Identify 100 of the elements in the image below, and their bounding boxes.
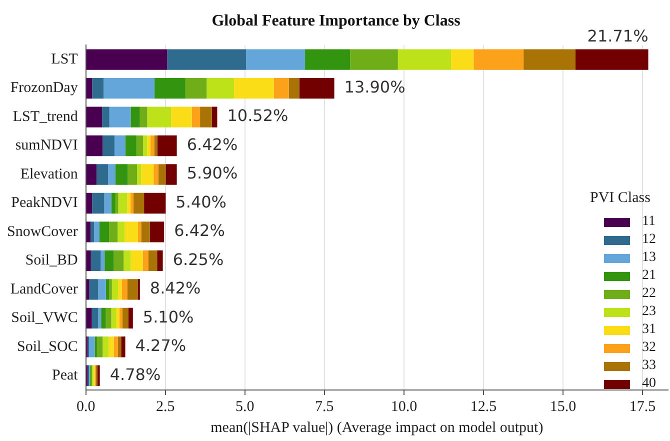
bar [98, 308, 102, 329]
y-tick-label: SnowCover [6, 224, 78, 240]
y-tick-label: Elevation [20, 166, 78, 182]
bar [111, 308, 116, 329]
x-tick-label: 17.5 [629, 398, 656, 415]
annotation: 4.78% [110, 364, 161, 384]
bar [134, 192, 144, 214]
annotation: 8.42% [150, 278, 201, 298]
bar [104, 250, 114, 272]
bar [96, 164, 108, 185]
bar [138, 222, 142, 242]
bar [147, 135, 150, 156]
bar [96, 336, 103, 358]
bar [112, 279, 118, 300]
annotation: 6.25% [172, 250, 224, 269]
bar [118, 222, 125, 242]
bar [114, 250, 124, 272]
y-tick-label: Soil_SOC [16, 338, 78, 355]
bar [108, 336, 114, 358]
bar [86, 222, 91, 242]
bar [128, 308, 133, 329]
bar [114, 135, 126, 156]
annotation: 5.40% [176, 192, 227, 212]
bar [109, 222, 118, 242]
bar [120, 308, 122, 329]
bar [101, 308, 106, 329]
annotation: 6.42% [186, 134, 238, 154]
bar [234, 78, 274, 99]
y-tick-label: LandCover [10, 281, 78, 298]
bar [575, 49, 648, 70]
bar [102, 135, 114, 156]
annotation: 13.90% [344, 77, 406, 96]
bar [106, 308, 112, 329]
legend-label: 33 [642, 358, 656, 374]
bar [150, 222, 164, 242]
bar [246, 49, 306, 70]
legend-label: 12 [642, 232, 656, 248]
bar [92, 192, 104, 214]
bar [100, 250, 105, 272]
bar [154, 135, 158, 156]
bar [206, 78, 234, 99]
bar [106, 279, 110, 300]
bar [136, 135, 144, 156]
x-tick-label: 15.0 [550, 398, 576, 415]
bar [147, 106, 172, 128]
annotation: 6.42% [174, 221, 225, 240]
bar [142, 250, 149, 272]
bar [115, 164, 128, 185]
legend-label: 32 [642, 340, 656, 356]
bar [118, 279, 122, 300]
legend-label: 31 [642, 322, 656, 338]
x-tick-label: 10.0 [390, 398, 418, 415]
bar [167, 49, 246, 70]
bar [305, 49, 350, 70]
bar [130, 106, 140, 128]
legend-label: 40 [642, 376, 656, 392]
bar [299, 78, 334, 99]
annotation: 4.27% [135, 336, 186, 356]
bar [102, 106, 110, 128]
bar [109, 279, 112, 300]
x-tick-label: 12.5 [470, 398, 497, 415]
x-tick-label: 2.5 [156, 398, 175, 415]
bar [130, 192, 134, 214]
bar [122, 308, 128, 329]
bar [86, 250, 91, 272]
bar [86, 78, 92, 99]
bar [86, 135, 103, 156]
bar [141, 164, 154, 185]
bar [90, 250, 101, 272]
bar [158, 164, 166, 185]
bar [154, 78, 186, 99]
y-tick-label: Soil_BD [25, 252, 78, 269]
bar [86, 279, 90, 300]
legend-title: PVI Class [590, 190, 652, 207]
x-tick-label: 5.0 [236, 398, 254, 415]
bar [116, 308, 120, 329]
bar [86, 49, 168, 70]
y-tick-label: LST_trend [12, 108, 78, 125]
bar [350, 49, 398, 70]
annotation: 5.90% [186, 164, 238, 183]
bar [157, 135, 177, 156]
bar [148, 250, 158, 272]
bar [122, 279, 128, 300]
legend-label: 22 [642, 286, 656, 302]
bar [115, 192, 118, 214]
bar [118, 192, 128, 214]
legend-label: 21 [642, 268, 656, 284]
bar [185, 78, 207, 99]
bar [127, 192, 130, 214]
bar [111, 192, 116, 214]
bar [171, 106, 192, 128]
bar [86, 308, 92, 329]
bar [94, 222, 100, 242]
bar [157, 250, 163, 272]
annotation: 10.52% [227, 106, 288, 126]
x-tick-label: 0.0 [76, 398, 96, 415]
y-tick-label: Soil_VWC [11, 310, 78, 326]
bar [474, 49, 524, 70]
bar [130, 250, 143, 272]
bar [141, 222, 150, 242]
